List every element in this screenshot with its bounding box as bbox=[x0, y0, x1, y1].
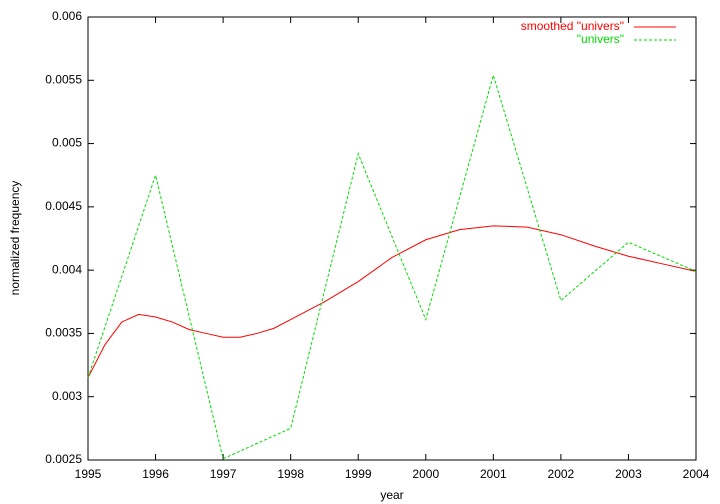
x-tick-label: 2003 bbox=[615, 467, 642, 481]
y-tick-label: 0.003 bbox=[52, 389, 82, 403]
x-tick-label: 1998 bbox=[277, 467, 304, 481]
x-tick-label: 1997 bbox=[210, 467, 237, 481]
x-tick-label: 1996 bbox=[142, 467, 169, 481]
x-tick-label: 2004 bbox=[683, 467, 710, 481]
x-axis-label: year bbox=[380, 488, 403, 502]
series-line bbox=[87, 225, 697, 378]
x-tick-label: 1999 bbox=[345, 467, 372, 481]
x-tick-label: 2001 bbox=[480, 467, 507, 481]
y-tick-label: 0.0055 bbox=[45, 72, 82, 86]
legend-label: "univers" bbox=[577, 32, 624, 46]
y-tick-label: 0.0025 bbox=[45, 452, 82, 466]
y-axis-label: normalized frequency bbox=[8, 181, 22, 296]
x-tick-label: 2002 bbox=[548, 467, 575, 481]
legend-label: smoothed "univers" bbox=[521, 19, 624, 33]
y-tick-label: 0.005 bbox=[52, 136, 82, 150]
y-tick-label: 0.006 bbox=[52, 9, 82, 23]
y-tick-label: 0.004 bbox=[52, 262, 82, 276]
y-tick-label: 0.0035 bbox=[45, 326, 82, 340]
x-tick-label: 1995 bbox=[75, 467, 102, 481]
plot-frame bbox=[87, 16, 697, 461]
y-tick-label: 0.0045 bbox=[45, 199, 82, 213]
series-line bbox=[87, 73, 697, 460]
x-tick-label: 2000 bbox=[412, 467, 439, 481]
